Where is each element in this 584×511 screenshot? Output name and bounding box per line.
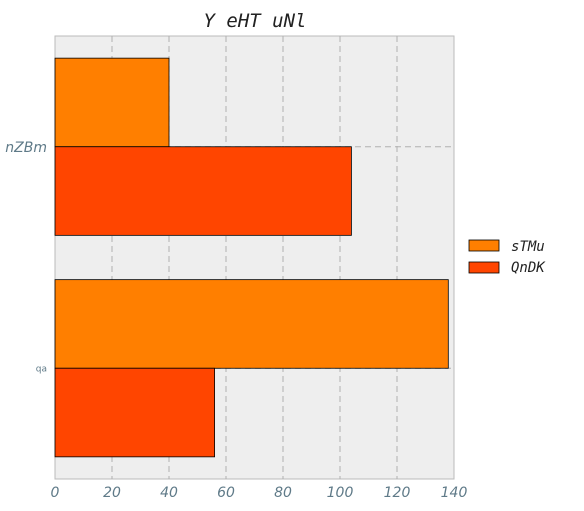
bars <box>54 57 449 458</box>
legend: sTMu QnDK <box>468 239 546 276</box>
legend-swatch-qndk <box>468 261 500 274</box>
x-tick-label: 40 <box>160 485 178 501</box>
x-tick-label: 20 <box>103 485 121 501</box>
x-tick-label: 140 <box>441 485 468 501</box>
chart-title: Y eHT uNl <box>204 10 307 32</box>
y-tick-label: nZBm <box>5 140 47 156</box>
x-axis-ticks: 0 20 40 60 80 100 120 140 <box>51 485 468 501</box>
bar-QnDK-nZBm <box>54 146 352 236</box>
x-tick-label: 80 <box>274 485 292 501</box>
y-tick-label: qa <box>36 364 47 374</box>
x-tick-label: 100 <box>327 485 354 501</box>
legend-label-stmu: sTMu <box>511 239 545 255</box>
legend-swatch-stmu <box>468 239 500 252</box>
bar-sTMu-qa <box>54 279 449 369</box>
x-tick-label: 120 <box>384 485 411 501</box>
x-tick-label: 60 <box>217 485 235 501</box>
legend-label-qndk: QnDK <box>511 260 546 276</box>
bar-QnDK-qa <box>54 367 216 458</box>
y-axis-ticks: nZBm qa <box>5 140 47 375</box>
x-tick-label: 0 <box>51 485 60 501</box>
bar-sTMu-nZBm <box>54 57 170 148</box>
